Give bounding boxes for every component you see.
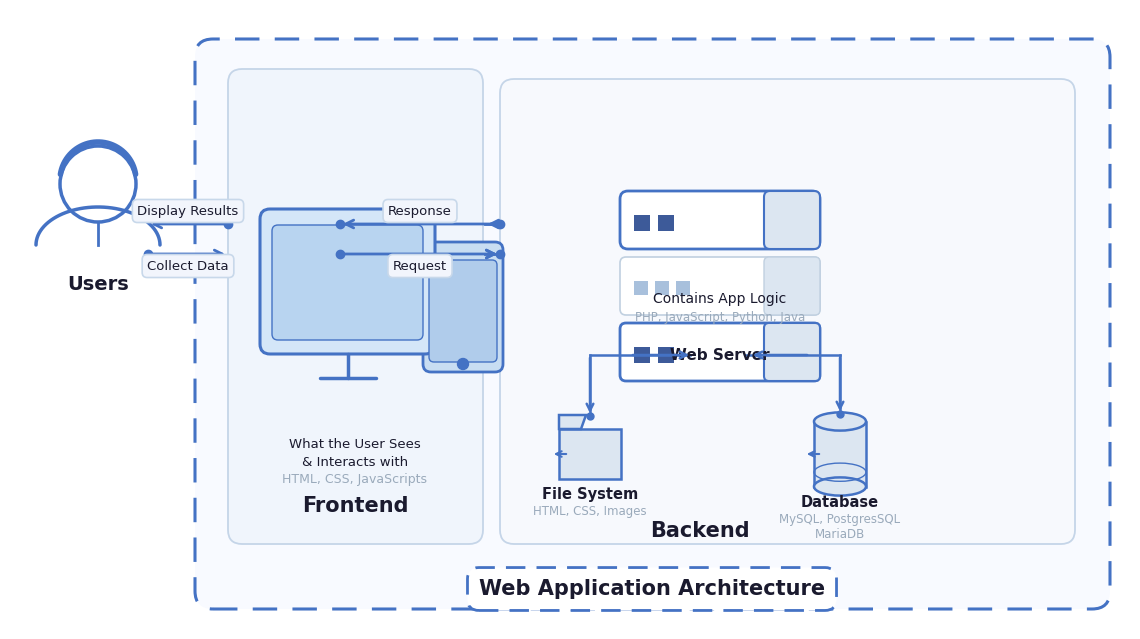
Polygon shape	[559, 415, 586, 429]
Bar	[658, 215, 674, 231]
FancyBboxPatch shape	[500, 79, 1075, 544]
Text: PHP, JavaScript, Python, Java: PHP, JavaScript, Python, Java	[635, 311, 805, 323]
FancyBboxPatch shape	[195, 39, 1110, 609]
Bar	[634, 281, 648, 295]
FancyBboxPatch shape	[620, 257, 820, 315]
Text: Users: Users	[67, 275, 129, 293]
FancyBboxPatch shape	[764, 191, 820, 249]
Text: MariaDB: MariaDB	[815, 528, 865, 541]
FancyBboxPatch shape	[620, 191, 820, 249]
FancyBboxPatch shape	[260, 209, 435, 354]
Text: File System: File System	[542, 488, 638, 502]
Text: HTML, CSS, Images: HTML, CSS, Images	[534, 505, 646, 518]
Text: & Interacts with: & Interacts with	[302, 456, 408, 468]
Bar	[634, 215, 650, 231]
Text: Request: Request	[393, 259, 447, 272]
Bar	[658, 347, 674, 363]
Circle shape	[457, 358, 469, 369]
Text: Frontend: Frontend	[302, 496, 408, 516]
Text: HTML, CSS, JavaScripts: HTML, CSS, JavaScripts	[283, 472, 428, 486]
Text: Database: Database	[801, 495, 879, 510]
Text: Collect Data: Collect Data	[147, 259, 229, 272]
Bar	[676, 281, 690, 295]
Text: Web Application Architecture: Web Application Architecture	[479, 579, 825, 599]
Bar	[814, 422, 866, 486]
Ellipse shape	[814, 477, 866, 496]
Bar	[634, 347, 650, 363]
Text: What the User Sees: What the User Sees	[290, 438, 421, 450]
Text: Web Server: Web Server	[670, 348, 770, 362]
FancyBboxPatch shape	[764, 323, 820, 381]
Text: Response: Response	[388, 204, 451, 217]
Ellipse shape	[814, 412, 866, 431]
Text: Contains App Logic: Contains App Logic	[653, 292, 787, 306]
FancyBboxPatch shape	[228, 69, 483, 544]
Polygon shape	[559, 429, 621, 479]
Text: MySQL, PostgresSQL: MySQL, PostgresSQL	[780, 513, 901, 526]
FancyBboxPatch shape	[764, 257, 820, 315]
FancyBboxPatch shape	[429, 260, 497, 362]
Text: Display Results: Display Results	[138, 204, 238, 217]
Text: Backend: Backend	[650, 521, 750, 541]
FancyBboxPatch shape	[620, 323, 820, 381]
FancyBboxPatch shape	[423, 242, 503, 372]
Bar	[656, 281, 669, 295]
FancyBboxPatch shape	[272, 225, 423, 340]
